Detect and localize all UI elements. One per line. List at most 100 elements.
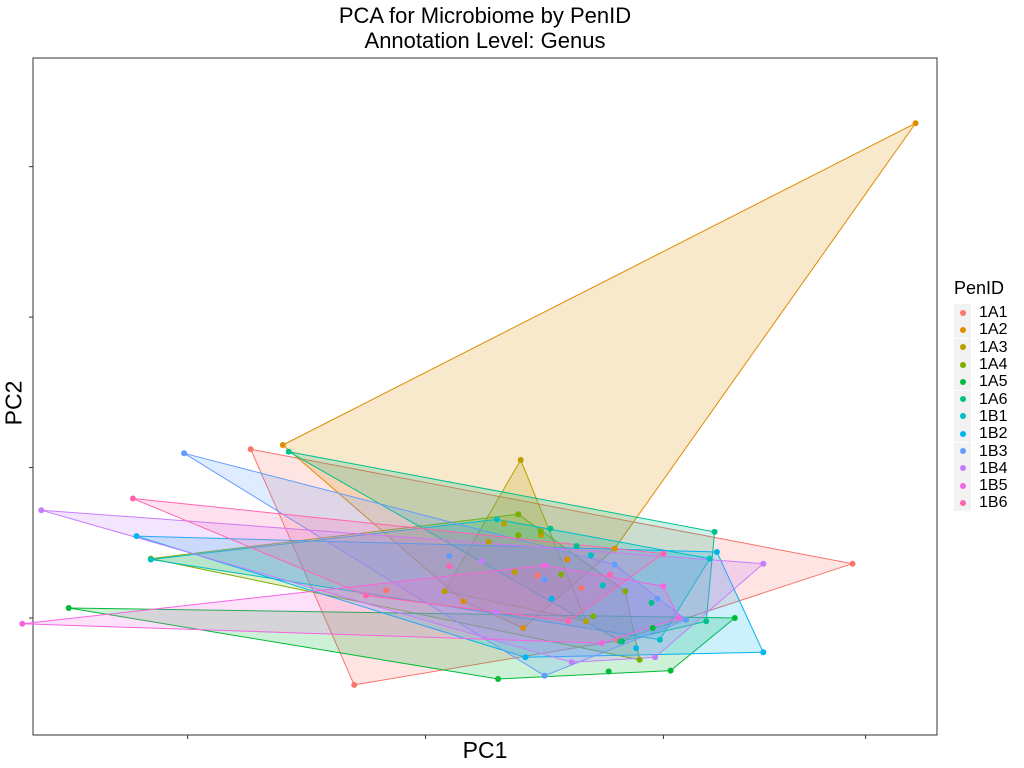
point-1B2 <box>133 533 140 540</box>
legend-label: 1B3 <box>979 442 1008 460</box>
legend-label: 1B2 <box>979 425 1008 443</box>
hull-1B5 <box>22 564 680 644</box>
x-axis-label: PC1 <box>462 737 508 763</box>
legend-label: 1A3 <box>979 338 1008 356</box>
legend-key <box>954 304 971 322</box>
point-1A2 <box>912 120 919 127</box>
legend-label: 1A1 <box>979 304 1008 322</box>
point-1B2 <box>713 549 720 555</box>
legend-key <box>954 390 971 408</box>
y-axis-label: PC2 <box>0 380 27 426</box>
point-1A3 <box>501 520 507 527</box>
axis-ticks <box>29 166 867 739</box>
hull-1A3 <box>443 458 587 622</box>
point-1B6 <box>660 550 667 557</box>
point-1A1 <box>849 560 856 567</box>
legend-dot-icon <box>959 482 966 489</box>
point-1A4 <box>515 532 522 539</box>
legend-item-1B3: 1B3 <box>948 442 1008 460</box>
point-1A3 <box>583 618 590 625</box>
point-1B1 <box>587 552 594 559</box>
point-1B1 <box>656 636 663 643</box>
point-1B6 <box>446 563 453 570</box>
legend-key <box>954 442 971 460</box>
legend-dot-icon <box>959 396 966 403</box>
legend-key <box>954 459 971 477</box>
legend-key <box>954 321 971 339</box>
point-1A2 <box>279 442 286 448</box>
legend-item-1A6: 1A6 <box>948 390 1007 408</box>
legend-dot-icon <box>959 344 966 351</box>
legend-label: 1A4 <box>979 356 1008 374</box>
point-1A3 <box>485 538 492 545</box>
point-1B4 <box>652 654 659 661</box>
legend-label: 1A2 <box>979 321 1008 339</box>
point-1A3 <box>537 532 544 539</box>
point-1B6 <box>363 592 370 599</box>
point-1A1 <box>578 584 585 591</box>
point-1A3 <box>517 457 524 463</box>
point-1B3 <box>683 616 689 623</box>
point-1A5 <box>649 625 656 631</box>
point-1A4 <box>636 656 643 663</box>
group-hulls <box>22 122 917 686</box>
point-1B4 <box>478 558 485 565</box>
point-1B3 <box>541 576 548 583</box>
legend-item-1B4: 1B4 <box>948 459 1007 477</box>
legend-item-1B5: 1B5 <box>948 477 1008 495</box>
legend-dot-icon <box>959 361 966 368</box>
legend-key <box>954 494 971 512</box>
point-1A6 <box>547 525 554 532</box>
legend-item-1A4: 1A4 <box>948 356 1008 374</box>
point-1A2 <box>564 556 571 563</box>
legend-key <box>954 407 971 425</box>
point-1A1 <box>351 681 358 688</box>
legend-label: 1A5 <box>979 373 1008 391</box>
legend-item-1B2: 1B2 <box>948 425 1008 443</box>
legend-label: 1B5 <box>979 477 1008 495</box>
legend-dot-icon <box>959 309 966 316</box>
point-1A5 <box>731 615 738 621</box>
point-1B6 <box>606 571 613 578</box>
point-1A3 <box>511 569 518 575</box>
point-1B1 <box>147 556 154 563</box>
legend-key <box>954 373 971 391</box>
point-1B3 <box>654 595 661 602</box>
legend-dot-icon <box>959 430 966 437</box>
point-1B3 <box>446 553 453 560</box>
point-1B5 <box>598 640 605 647</box>
point-1A5 <box>65 605 72 611</box>
point-1B5 <box>19 620 26 627</box>
legend-dot-icon <box>959 378 966 385</box>
point-1A6 <box>617 638 624 645</box>
legend: PenID 1A1 1A2 1A3 1A4 1A5 1A6 1B1 1B2 1B3 1B4 1B5 1… <box>948 276 1007 512</box>
point-1B4 <box>38 507 45 514</box>
hull-1A2 <box>281 122 917 629</box>
legend-key <box>954 338 971 356</box>
point-1A6 <box>648 599 655 606</box>
legend-dot-icon <box>959 413 966 420</box>
point-1A4 <box>622 588 629 595</box>
data-points <box>19 120 919 688</box>
legend-item-1A2: 1A2 <box>948 321 1008 339</box>
point-1A4 <box>558 571 565 578</box>
point-1B2 <box>522 654 529 661</box>
legend-dot-icon <box>959 448 966 455</box>
point-1A6 <box>703 618 710 625</box>
point-1B3 <box>181 450 188 457</box>
legend-item-1B1: 1B1 <box>948 407 1008 425</box>
point-1A5 <box>667 667 674 674</box>
point-1B5 <box>675 615 682 621</box>
point-1B2 <box>760 649 767 656</box>
legend-item-1A1: 1A1 <box>948 304 1008 322</box>
point-1A6 <box>285 448 292 455</box>
point-1A4 <box>590 613 597 620</box>
point-1B3 <box>611 561 618 568</box>
plot-panel <box>32 57 938 736</box>
point-1A6 <box>711 528 718 535</box>
point-1A6 <box>573 543 580 550</box>
point-1A2 <box>611 545 618 552</box>
point-1A4 <box>537 528 544 535</box>
legend-label: 1B1 <box>979 407 1008 425</box>
